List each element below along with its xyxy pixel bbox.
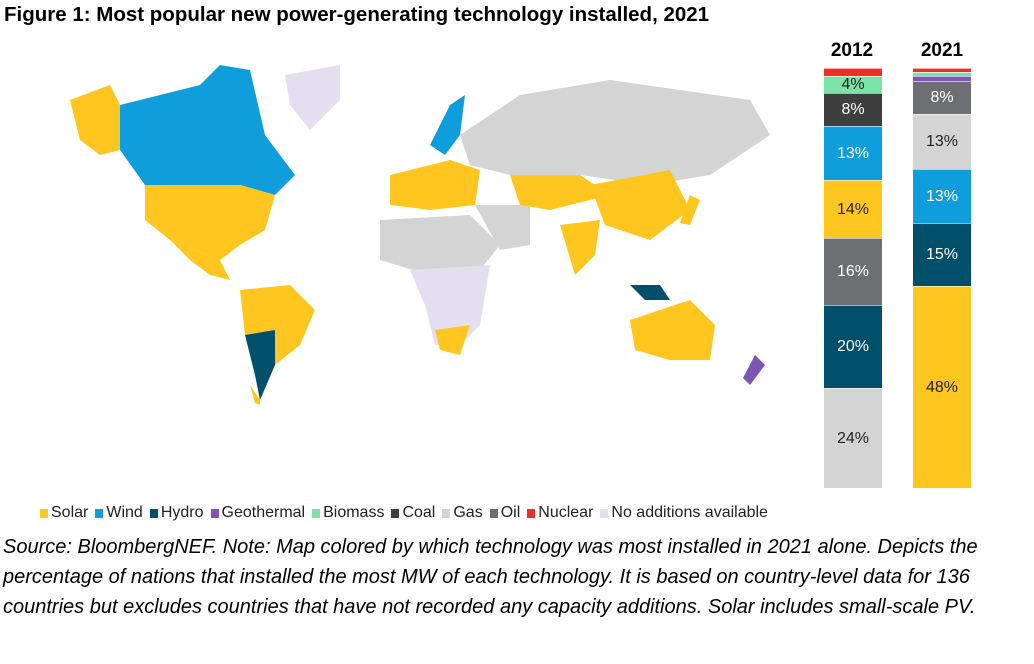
map-south-america-south xyxy=(250,385,260,405)
figure-title: Figure 1: Most popular new power-generat… xyxy=(4,3,710,26)
map-south-america-hydro xyxy=(245,330,275,400)
legend-label: Oil xyxy=(500,504,521,521)
bar-segment-hydro: 20% xyxy=(824,305,882,389)
map-india xyxy=(560,220,600,275)
data-label: 13% xyxy=(836,144,870,162)
stacked-bar-2012: 24% 20% 16% 14% 13% 8% 4% xyxy=(824,68,882,488)
bar-segment-nuclear xyxy=(824,68,882,77)
map-alaska xyxy=(70,85,120,155)
map-europe-north xyxy=(430,95,465,155)
legend-swatch xyxy=(312,508,321,518)
map-canada xyxy=(120,65,295,195)
map-central-asia xyxy=(510,175,610,210)
data-label: 14% xyxy=(836,200,870,218)
bar-segment-wind: 13% xyxy=(913,168,971,224)
legend-swatch xyxy=(442,508,451,518)
legend-swatch xyxy=(210,508,219,518)
data-label: 4% xyxy=(841,76,865,94)
map-new-zealand xyxy=(743,355,765,385)
world-map xyxy=(70,65,770,405)
bar-segment-coal: 8% xyxy=(824,92,882,127)
bar-segment-biomass: 4% xyxy=(824,76,882,93)
stacked-bar-2021: 48% 15% 13% 13% 8% xyxy=(913,68,971,488)
bar-segment-wind: 13% xyxy=(824,126,882,181)
bar-segment-hydro: 15% xyxy=(913,223,971,287)
bar-segment-gas: 13% xyxy=(913,114,971,169)
legend-label: Solar xyxy=(51,504,89,521)
legend-label: Biomass xyxy=(323,504,385,521)
bar-segment-oil: 16% xyxy=(824,238,882,306)
map-europe xyxy=(390,160,480,210)
legend-label: Geothermal xyxy=(221,504,306,521)
legend-swatch xyxy=(95,508,104,518)
legend-swatch xyxy=(489,508,498,518)
map-japan xyxy=(680,195,700,225)
bar-segment-nuclear xyxy=(913,68,971,73)
source-note: Source: BloombergNEF. Note: Map colored … xyxy=(3,536,978,618)
bar-label-2021: 2021 xyxy=(920,40,964,61)
map-australia xyxy=(630,300,715,360)
data-label: 16% xyxy=(836,263,870,281)
map-russia xyxy=(460,80,770,185)
bar-segment-solar: 48% xyxy=(913,286,971,488)
data-label: 20% xyxy=(836,338,870,356)
data-label: 13% xyxy=(925,187,959,205)
bar-segment-biomass xyxy=(913,72,971,77)
legend-label: Nuclear xyxy=(538,504,594,521)
legend-item-no-additions-available: No additions available xyxy=(600,504,768,522)
legend-item-wind: Wind xyxy=(95,504,143,522)
legend-swatch xyxy=(527,508,536,518)
map-usa xyxy=(145,185,275,260)
bar-segment-gas: 24% xyxy=(824,388,882,488)
bar-segment-oil: 8% xyxy=(913,80,971,115)
bar-segment-geothermal xyxy=(913,76,971,81)
data-label: 13% xyxy=(925,132,959,150)
legend-item-biomass: Biomass xyxy=(312,504,384,522)
data-label: 48% xyxy=(925,378,959,396)
legend-swatch xyxy=(149,508,158,518)
legend-item-gas: Gas xyxy=(442,504,483,522)
map-africa-north xyxy=(380,215,500,275)
bar-label-2012: 2012 xyxy=(830,40,874,61)
data-label: 24% xyxy=(836,429,870,447)
legend-label: Coal xyxy=(402,504,436,521)
legend-item-hydro: Hydro xyxy=(149,504,204,522)
legend-item-geothermal: Geothermal xyxy=(210,504,306,522)
legend-item-oil: Oil xyxy=(489,504,521,522)
legend-label: No additions available xyxy=(611,504,768,521)
map-greenland xyxy=(285,65,340,130)
legend-label: Gas xyxy=(453,504,483,521)
data-label: 15% xyxy=(925,246,959,264)
data-label: 8% xyxy=(930,88,954,106)
map-africa-south xyxy=(435,325,470,355)
legend: Solar Wind Hydro Geothermal Biomass Coal Gas Oi… xyxy=(40,504,768,522)
legend-item-solar: Solar xyxy=(40,504,88,522)
data-label: 8% xyxy=(841,101,865,119)
bar-segment-solar: 14% xyxy=(824,180,882,239)
map-mexico-central xyxy=(170,240,230,280)
legend-label: Hydro xyxy=(160,504,204,521)
legend-swatch xyxy=(600,508,609,518)
map-southeast-asia xyxy=(630,285,670,300)
legend-item-coal: Coal xyxy=(391,504,435,522)
legend-swatch xyxy=(391,508,400,518)
legend-swatch xyxy=(40,508,48,518)
map-middle-east xyxy=(475,205,530,250)
legend-item-nuclear: Nuclear xyxy=(527,504,593,522)
map-china xyxy=(590,170,690,240)
legend-label: Wind xyxy=(106,504,143,521)
